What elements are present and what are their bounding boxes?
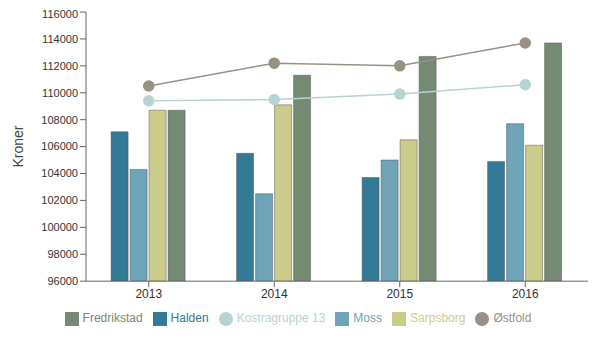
svg-text:112000: 112000	[42, 60, 78, 72]
svg-text:2015: 2015	[386, 287, 413, 301]
svg-text:102000: 102000	[41, 194, 78, 206]
svg-text:Kroner: Kroner	[10, 125, 26, 167]
svg-text:100000: 100000	[41, 221, 78, 233]
html-text:Moss: Moss	[353, 311, 382, 326]
html-text:Østfold: Østfold	[493, 311, 532, 326]
svg-text:106000: 106000	[41, 140, 78, 152]
svg-text:108000: 108000	[41, 114, 78, 126]
svg-text:2013: 2013	[135, 287, 162, 301]
svg-text:2014: 2014	[261, 287, 288, 301]
html-text:Kostragruppe 13: Kostragruppe 13	[236, 311, 326, 326]
svg-text:104000: 104000	[41, 167, 78, 179]
svg-text:110000: 110000	[42, 87, 78, 99]
svg-text:116000: 116000	[42, 8, 78, 20]
html-text:Fredrikstad: Fredrikstad	[82, 311, 143, 326]
html-text:Sarpsborg: Sarpsborg	[410, 311, 466, 326]
svg-text:96000: 96000	[47, 275, 78, 287]
svg-text:98000: 98000	[47, 248, 78, 260]
svg-text:114000: 114000	[42, 33, 78, 45]
svg-text:2016: 2016	[512, 287, 539, 301]
html-text:Halden: Halden	[170, 311, 209, 326]
